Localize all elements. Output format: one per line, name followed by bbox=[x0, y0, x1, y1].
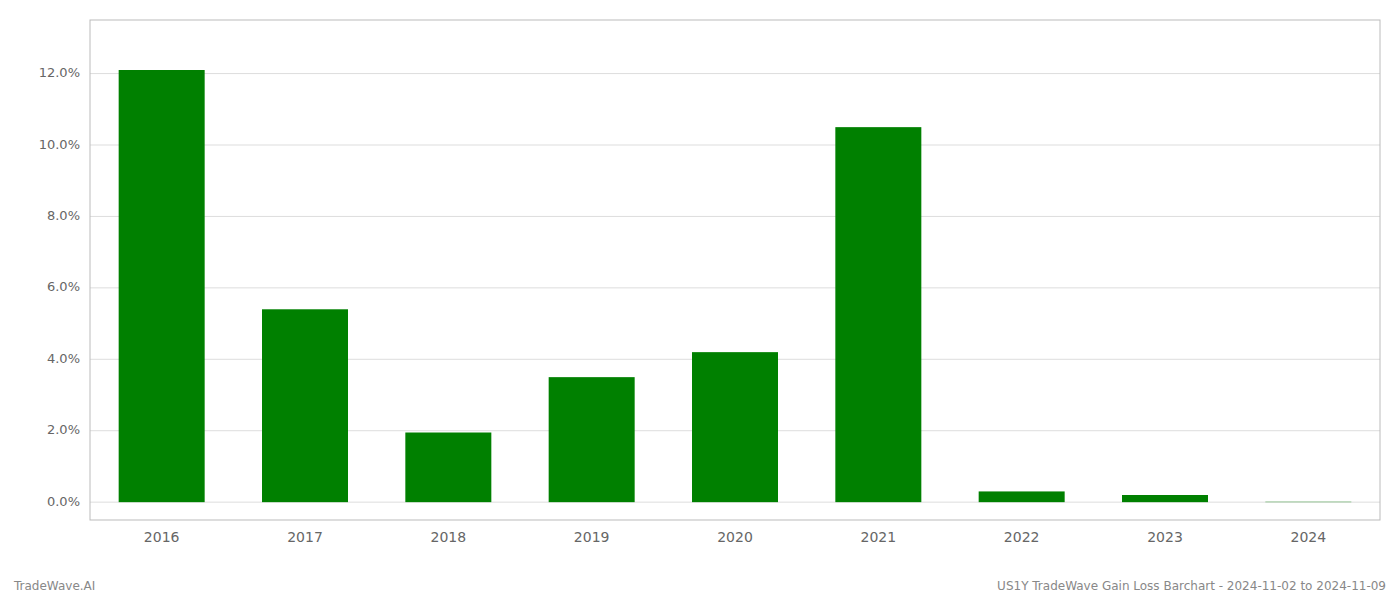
x-tick-label: 2019 bbox=[574, 529, 610, 545]
x-tick-label: 2022 bbox=[1004, 529, 1040, 545]
footer-left: TradeWave.AI bbox=[13, 579, 95, 593]
bar bbox=[692, 352, 778, 502]
x-tick-label: 2018 bbox=[431, 529, 467, 545]
grid-line bbox=[90, 73, 1380, 74]
grid-line bbox=[90, 216, 1380, 217]
y-tick-label: 12.0% bbox=[39, 65, 80, 80]
x-tick-label: 2021 bbox=[861, 529, 897, 545]
x-axis: 2016 2017 2018 2019 2020 2021 2022 2023 2024 bbox=[144, 529, 1326, 545]
bar bbox=[119, 70, 205, 502]
y-axis: 0.0% 2.0% 4.0% 6.0% 8.0% 10.0% 12.0% bbox=[39, 65, 80, 509]
bar bbox=[835, 127, 921, 502]
y-tick-label: 2.0% bbox=[47, 422, 80, 437]
plot-frame bbox=[90, 20, 1380, 520]
y-tick-label: 8.0% bbox=[47, 208, 80, 223]
y-tick-label: 0.0% bbox=[47, 494, 80, 509]
chart: 0.0%2.0%4.0%6.0%8.0%10.0%12.0%2016201720… bbox=[0, 0, 1400, 600]
y-tick-label: 6.0% bbox=[47, 279, 80, 294]
footer-right: US1Y TradeWave Gain Loss Barchart - 2024… bbox=[997, 579, 1386, 593]
y-tick-label: 4.0% bbox=[47, 351, 80, 366]
bar bbox=[262, 309, 348, 502]
grid bbox=[90, 74, 1380, 503]
grid-line bbox=[90, 145, 1380, 146]
bar bbox=[549, 377, 635, 502]
x-tick-label: 2017 bbox=[287, 529, 323, 545]
bar bbox=[1265, 501, 1351, 502]
bar bbox=[979, 491, 1065, 502]
x-tick-label: 2024 bbox=[1291, 529, 1327, 545]
bar bbox=[1122, 495, 1208, 502]
x-tick-label: 2016 bbox=[144, 529, 180, 545]
grid-line bbox=[90, 287, 1380, 288]
y-tick-label: 10.0% bbox=[39, 137, 80, 152]
x-tick-label: 2023 bbox=[1147, 529, 1183, 545]
bar bbox=[405, 433, 491, 503]
x-tick-label: 2020 bbox=[717, 529, 753, 545]
bars bbox=[119, 70, 1352, 502]
